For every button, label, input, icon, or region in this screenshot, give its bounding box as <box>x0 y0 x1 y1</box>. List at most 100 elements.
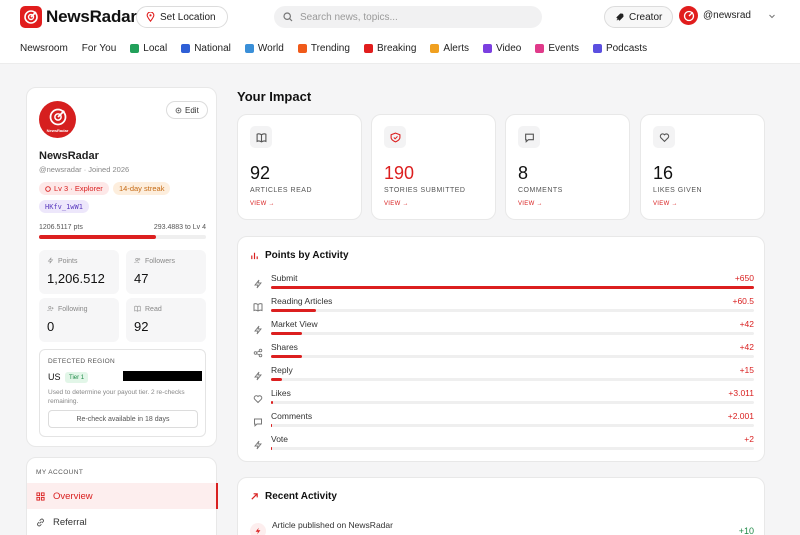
impact-card-articles-read[interactable]: 92 ARTICLES READ VIEW → <box>237 114 362 220</box>
activity-name: Likes <box>271 388 291 398</box>
activity-bar-fill <box>271 286 754 289</box>
stat-label-text: Points <box>58 258 78 265</box>
nav-item-for-you[interactable]: For You <box>82 43 116 54</box>
profile-handle: @newsradar · Joined 2026 <box>39 165 130 174</box>
recent-item-points: +10 <box>738 526 754 535</box>
gear-icon <box>175 107 182 113</box>
nav-item-newsroom[interactable]: Newsroom <box>20 43 68 54</box>
nav-item-events[interactable]: Events <box>535 43 579 54</box>
region-title: DETECTED REGION <box>48 358 115 365</box>
region-code: US <box>48 372 61 382</box>
bolt-icon <box>253 278 263 289</box>
app-name: NewsRadar <box>46 7 137 26</box>
impact-view-link[interactable]: VIEW → <box>250 201 275 207</box>
account-item-referral[interactable]: Referral <box>27 509 218 535</box>
video-icon <box>482 44 492 53</box>
location-pin-icon <box>146 12 155 22</box>
comment-icon <box>518 126 540 148</box>
recheck-button[interactable]: Re-check available in 18 days <box>48 410 198 428</box>
activity-bar <box>271 355 754 358</box>
referral-code-badge[interactable]: HKfv_1wW1 <box>39 200 89 213</box>
recent-title: Recent Activity <box>250 491 337 502</box>
local-icon <box>130 44 140 53</box>
activity-bar <box>271 447 754 450</box>
user-menu[interactable]: @newsrad <box>679 6 776 25</box>
stat-label-text: Followers <box>145 258 175 265</box>
main-nav: Newsroom For You Local National World Trendin… <box>20 43 661 54</box>
heart-icon <box>253 393 263 404</box>
points-to-next: 293.4883 to Lv 4 <box>153 224 206 231</box>
impact-view-link[interactable]: VIEW → <box>653 201 678 207</box>
nav-item-label: Newsroom <box>20 43 68 54</box>
account-item-label: Referral <box>53 516 87 528</box>
nav-item-video[interactable]: Video <box>482 43 521 54</box>
edit-profile-button[interactable]: Edit <box>166 101 208 119</box>
nav-item-trending[interactable]: Trending <box>297 43 350 54</box>
heart-icon <box>653 126 675 148</box>
activity-row: Comments +2.001 <box>250 411 754 434</box>
stat-points: Points 1,206.512 <box>39 250 119 294</box>
activity-title: Points by Activity <box>250 250 349 261</box>
activity-value: +650 <box>734 273 754 283</box>
nav-item-podcasts[interactable]: Podcasts <box>592 43 648 54</box>
activity-bar <box>271 286 754 289</box>
impact-card-stories-submitted[interactable]: 190 STORIES SUBMITTED VIEW → <box>371 114 496 220</box>
nav-item-breaking[interactable]: Breaking <box>363 43 417 54</box>
nav-item-label: Trending <box>310 43 350 54</box>
activity-name: Submit <box>271 273 298 283</box>
activity-value: +2.001 <box>727 411 754 421</box>
bolt-icon <box>253 324 263 335</box>
stat-value: 0 <box>47 319 55 334</box>
points-row: 1206.5117 pts 293.4883 to Lv 4 <box>39 224 206 231</box>
my-account-title: MY ACCOUNT <box>36 469 84 476</box>
activity-name: Vote <box>271 434 289 444</box>
activity-name: Shares <box>271 342 298 352</box>
activity-bar <box>271 424 754 427</box>
nav-item-national[interactable]: National <box>181 43 231 54</box>
stat-followers: Followers 47 <box>126 250 206 294</box>
nav-item-label: National <box>194 43 231 54</box>
nav-item-label: Events <box>548 43 579 54</box>
impact-view-link[interactable]: VIEW → <box>518 201 543 207</box>
nav-item-label: Breaking <box>376 43 417 54</box>
nav-item-alerts[interactable]: Alerts <box>430 43 469 54</box>
impact-value: 92 <box>250 163 271 183</box>
users-icon <box>134 257 141 266</box>
nav-item-world[interactable]: World <box>244 43 284 54</box>
nav-item-label: For You <box>81 43 117 54</box>
search-bar[interactable] <box>274 6 542 28</box>
account-item-overview[interactable]: Overview <box>27 483 218 509</box>
detected-region: DETECTED REGION US Tier 1 Used to determ… <box>39 349 206 437</box>
impact-card-comments[interactable]: 8 COMMENTS VIEW → <box>505 114 630 220</box>
chevron-down-icon <box>769 14 775 18</box>
impact-view-link[interactable]: VIEW → <box>384 201 409 207</box>
recent-activity-card: Recent Activity Article published on New… <box>237 477 765 535</box>
activity-bar-fill <box>271 424 273 427</box>
nav-item-label: Podcasts <box>605 43 648 54</box>
activity-name: Reading Articles <box>271 296 333 306</box>
activity-bar <box>271 309 754 312</box>
nav-item-local[interactable]: Local <box>130 43 167 54</box>
avatar <box>679 6 698 25</box>
edit-label: Edit <box>185 105 199 115</box>
medal-icon <box>45 186 51 192</box>
alert-icon <box>430 44 440 53</box>
logo[interactable]: NewsRadar <box>20 6 137 28</box>
top-bar: NewsRadar Set Location Creator @newsrad … <box>0 0 800 64</box>
profile-name: NewsRadar <box>39 150 99 162</box>
link-icon <box>37 518 44 526</box>
user-plus-icon <box>47 305 54 314</box>
level-progress-fill <box>39 235 156 239</box>
recent-title-label: Recent Activity <box>265 491 337 502</box>
level-badge-label: Lv 3 · Explorer <box>54 184 103 193</box>
activity-row: Likes +3.011 <box>250 388 754 411</box>
impact-card-likes-given[interactable]: 16 LIKES GIVEN VIEW → <box>640 114 765 220</box>
stat-value: 1,206.512 <box>47 271 105 286</box>
impact-value: 8 <box>518 163 529 183</box>
activity-name: Reply <box>271 365 293 375</box>
set-location-button[interactable]: Set Location <box>136 6 228 28</box>
streak-badge: 14-day streak <box>113 182 171 195</box>
grid-icon <box>36 491 45 501</box>
search-input[interactable] <box>300 11 520 23</box>
creator-button[interactable]: Creator <box>604 6 674 28</box>
